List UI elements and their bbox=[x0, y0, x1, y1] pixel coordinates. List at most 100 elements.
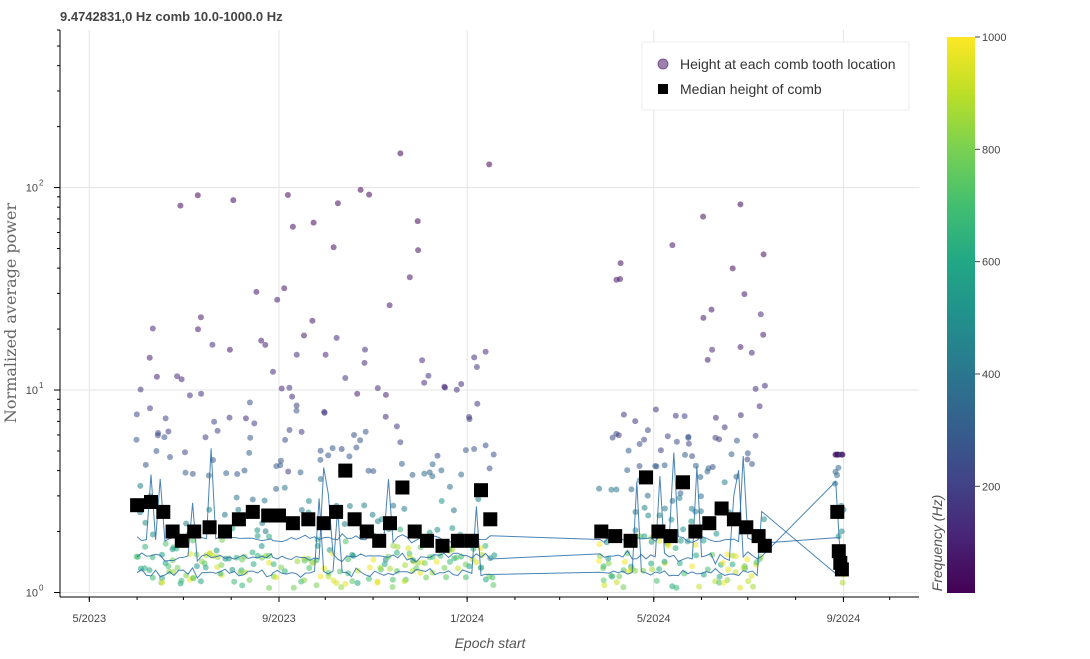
tooth-height-point bbox=[209, 341, 216, 348]
tooth-height-point bbox=[450, 507, 457, 514]
tooth-height-point bbox=[223, 470, 230, 477]
tooth-height-point bbox=[636, 441, 643, 447]
tooth-height-point bbox=[393, 423, 400, 430]
tooth-height-point bbox=[438, 498, 445, 504]
tooth-height-point bbox=[620, 584, 627, 591]
tooth-height-point bbox=[374, 385, 381, 392]
tooth-height-point bbox=[708, 306, 715, 313]
tooth-height-point bbox=[490, 451, 497, 458]
tooth-height-point bbox=[704, 468, 711, 475]
tooth-height-point bbox=[752, 432, 759, 439]
tooth-height-point bbox=[608, 486, 615, 493]
tooth-height-point bbox=[182, 469, 189, 476]
tooth-height-point bbox=[482, 542, 489, 549]
tooth-height-point bbox=[621, 558, 628, 565]
tooth-height-point bbox=[242, 569, 249, 576]
tooth-height-point bbox=[421, 379, 428, 386]
tooth-height-point bbox=[293, 351, 300, 358]
tooth-height-point bbox=[397, 439, 404, 446]
tooth-height-point bbox=[661, 462, 668, 469]
legend-label-median-height: Median height of comb bbox=[680, 81, 822, 97]
tooth-height-point bbox=[251, 420, 258, 427]
tooth-height-point bbox=[370, 556, 377, 563]
tooth-height-point bbox=[342, 538, 349, 545]
tooth-height-point bbox=[146, 354, 153, 361]
tooth-height-point bbox=[254, 527, 261, 534]
tooth-height-point bbox=[293, 402, 300, 409]
frequency-trace-line bbox=[136, 466, 841, 566]
tooth-height-point bbox=[441, 383, 448, 390]
tooth-height-point bbox=[473, 364, 480, 370]
tooth-height-point bbox=[752, 385, 759, 392]
tooth-height-point bbox=[262, 341, 269, 348]
tooth-height-point bbox=[728, 451, 735, 458]
colorbar-ticks: 200 400 600 800 1000 bbox=[975, 32, 1006, 493]
tooth-height-point bbox=[615, 432, 622, 439]
tooth-height-point bbox=[693, 552, 700, 559]
tooth-height-point bbox=[277, 457, 284, 464]
median-marker bbox=[285, 516, 300, 531]
tooth-height-point bbox=[258, 543, 265, 549]
tooth-height-point bbox=[744, 456, 751, 463]
tooth-height-point bbox=[381, 561, 388, 568]
tooth-height-point bbox=[197, 314, 204, 321]
tooth-height-point bbox=[342, 580, 349, 587]
tooth-height-point bbox=[338, 584, 345, 591]
tooth-height-point bbox=[641, 436, 648, 443]
tooth-height-point bbox=[254, 533, 261, 539]
tooth-height-point bbox=[266, 533, 272, 540]
tooth-height-point bbox=[441, 564, 448, 571]
tooth-height-point bbox=[443, 574, 450, 581]
colorbar-label: Frequency (Hz) bbox=[929, 495, 945, 591]
tooth-height-point bbox=[193, 563, 200, 570]
tooth-height-point bbox=[141, 565, 148, 572]
tooth-height-point bbox=[137, 482, 144, 489]
legend-circle-marker bbox=[657, 58, 669, 70]
tooth-height-point bbox=[449, 546, 456, 553]
tooth-height-point bbox=[721, 424, 728, 431]
tooth-height-point bbox=[482, 348, 489, 355]
tooth-height-point bbox=[748, 349, 755, 356]
tooth-height-point bbox=[648, 560, 655, 567]
tooth-height-point bbox=[321, 408, 328, 415]
median-marker bbox=[474, 483, 488, 498]
colorbar-tick-label: 600 bbox=[982, 257, 1000, 269]
tooth-height-point bbox=[221, 511, 228, 518]
tooth-height-point bbox=[732, 553, 739, 560]
y-tick-exponent: 0 bbox=[39, 583, 44, 592]
legend-label-tooth-height: Height at each comb tooth location bbox=[680, 56, 896, 72]
tooth-height-point bbox=[657, 447, 664, 454]
tooth-height-point bbox=[709, 464, 716, 470]
tooth-height-point bbox=[421, 470, 428, 477]
tooth-height-point bbox=[261, 497, 268, 504]
median-marker bbox=[483, 512, 498, 527]
tooth-height-point bbox=[462, 447, 469, 454]
tooth-height-point bbox=[246, 449, 253, 456]
tooth-height-point bbox=[761, 382, 768, 389]
median-marker bbox=[739, 520, 754, 535]
tooth-height-point bbox=[600, 577, 607, 584]
median-marker bbox=[174, 533, 189, 548]
tooth-height-point bbox=[741, 291, 748, 298]
median-marker bbox=[338, 463, 353, 478]
tooth-height-point bbox=[471, 354, 478, 361]
tooth-height-point bbox=[354, 390, 361, 397]
tooth-height-point bbox=[425, 372, 432, 379]
tooth-height-point bbox=[249, 496, 256, 503]
tooth-height-point bbox=[716, 436, 723, 443]
tooth-height-point bbox=[617, 260, 624, 267]
x-tick-label: 9/2023 bbox=[262, 613, 296, 625]
tooth-height-point bbox=[282, 436, 289, 443]
tooth-height-point bbox=[697, 474, 704, 480]
tooth-height-point bbox=[652, 406, 659, 413]
tooth-height-point bbox=[613, 579, 620, 586]
tooth-height-point bbox=[685, 433, 692, 440]
tooth-height-point bbox=[333, 334, 340, 341]
tooth-height-point bbox=[672, 412, 679, 419]
frequency-trace-line bbox=[136, 481, 841, 580]
tooth-height-point bbox=[338, 446, 345, 452]
median-marker bbox=[187, 524, 202, 539]
tooth-height-point bbox=[834, 472, 840, 479]
tooth-height-point bbox=[393, 549, 400, 556]
